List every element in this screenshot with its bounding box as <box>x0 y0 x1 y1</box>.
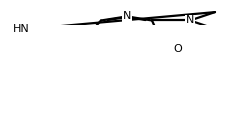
Text: N: N <box>123 11 131 21</box>
Text: O: O <box>174 44 182 54</box>
Text: N: N <box>186 15 194 25</box>
Text: HN: HN <box>13 24 30 34</box>
